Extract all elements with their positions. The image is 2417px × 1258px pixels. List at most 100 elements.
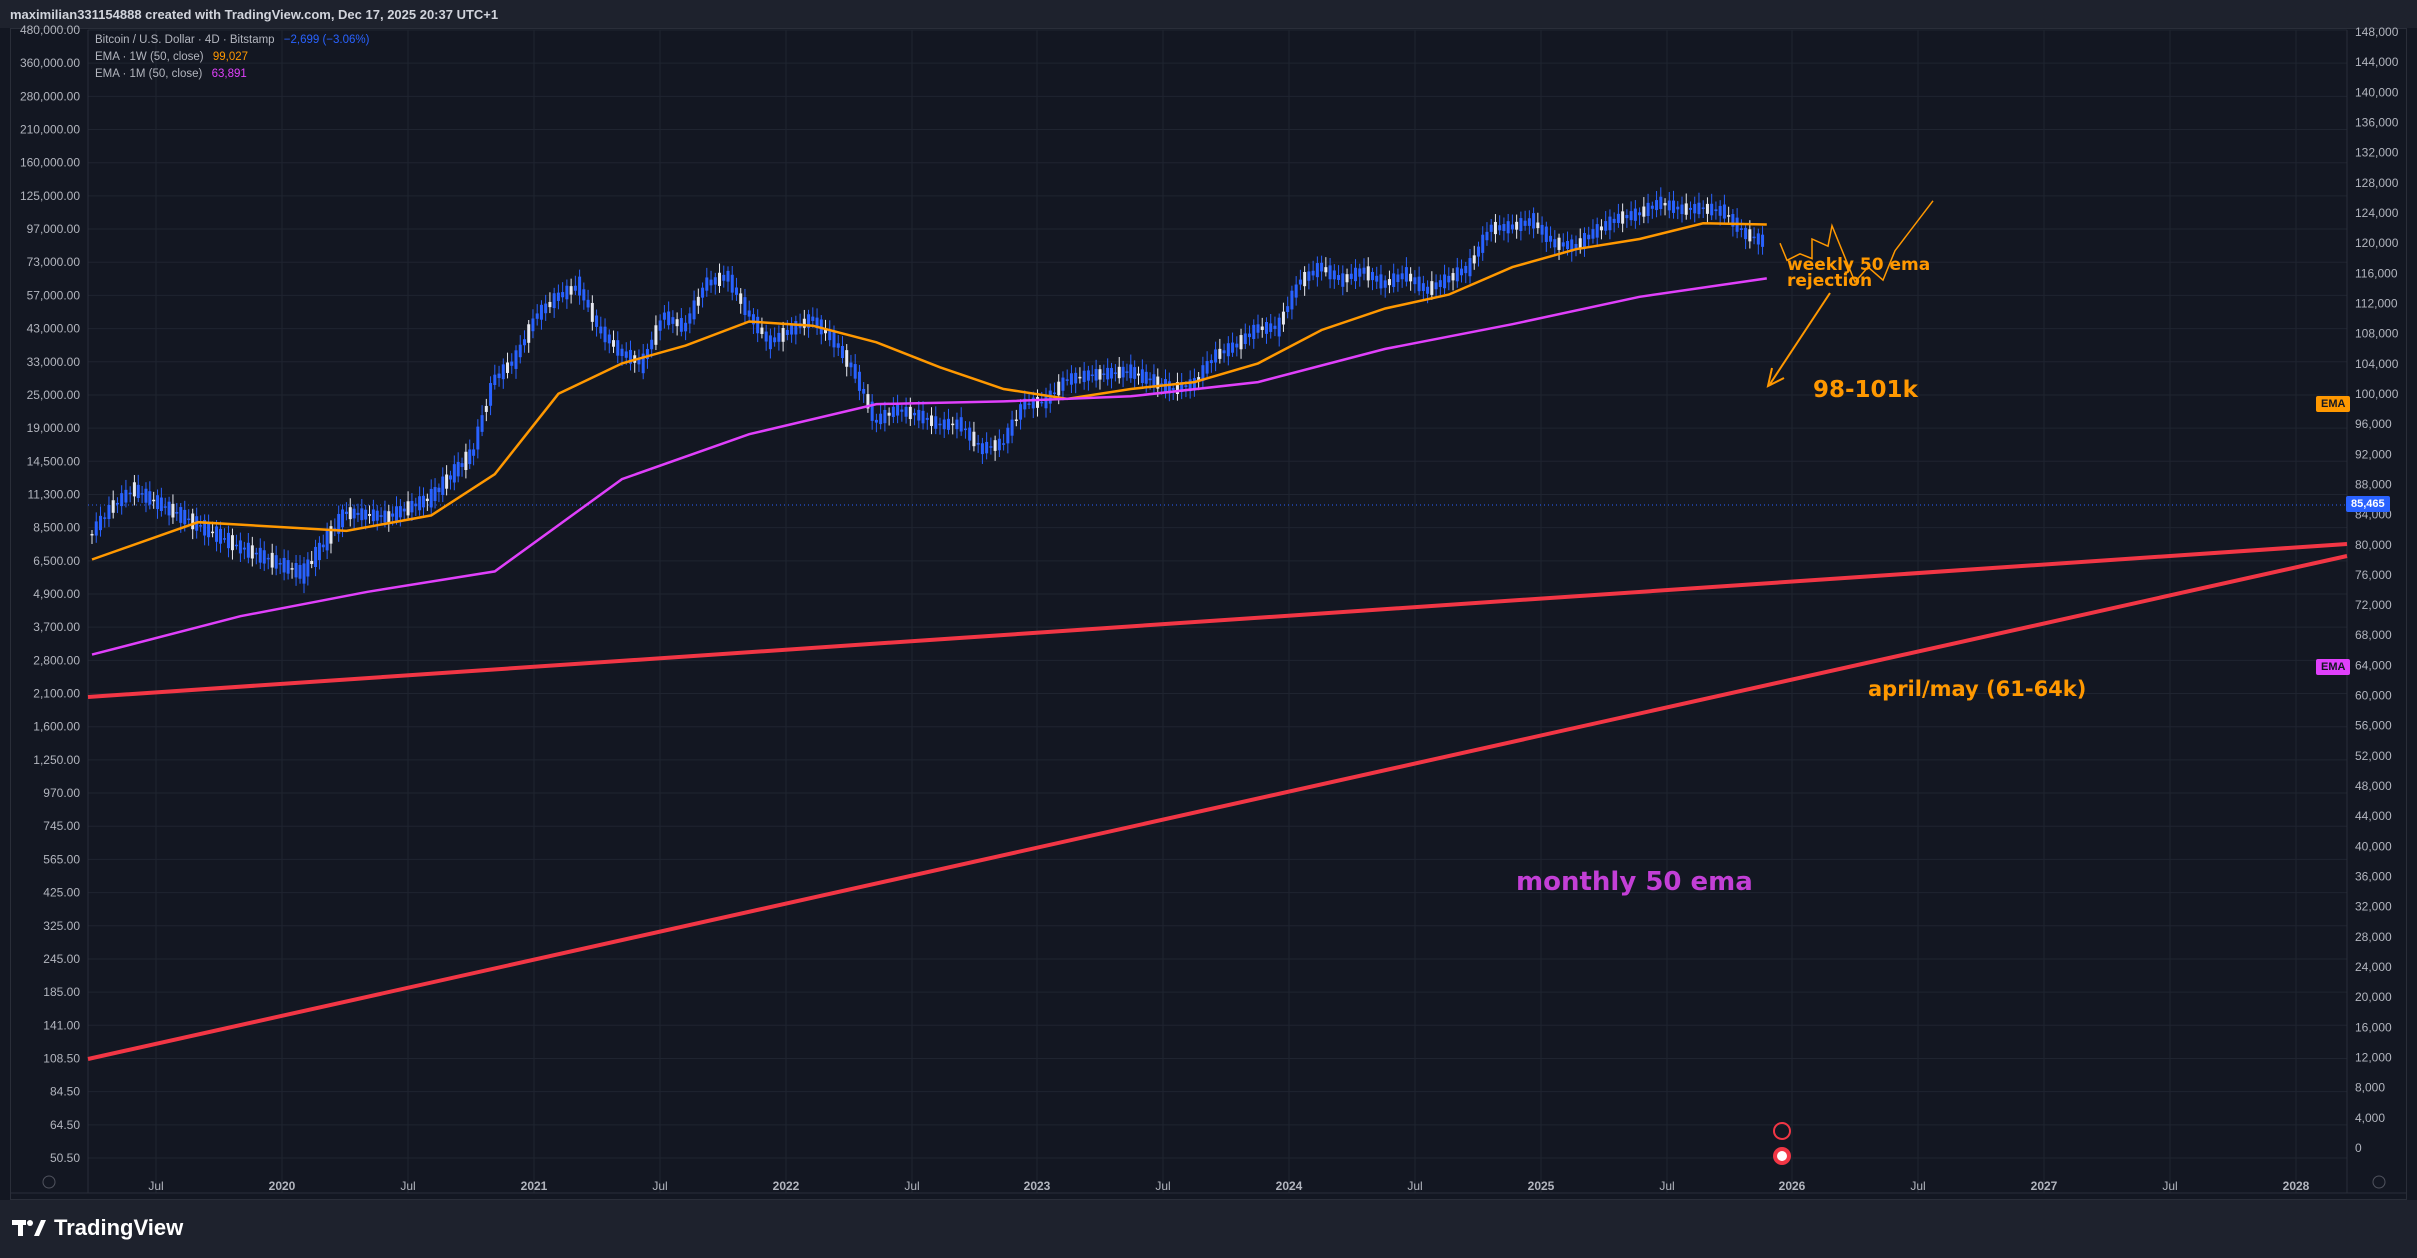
- price-candle-body: [460, 463, 464, 467]
- price-candle-body: [1205, 361, 1209, 374]
- price-candle-body: [1362, 267, 1366, 274]
- price-candle-body: [836, 343, 840, 348]
- left-axis-tick-label: 141.00: [43, 1018, 80, 1032]
- price-candle-body: [1354, 267, 1358, 282]
- right-axis-tick-label: 104,000: [2355, 357, 2399, 371]
- price-candle-body: [282, 557, 286, 573]
- price-candle-body: [828, 329, 832, 341]
- legend-ema-monthly-row[interactable]: EMA · 1M (50, close) 63,891: [95, 66, 369, 83]
- price-candle-body: [314, 546, 318, 568]
- price-candle-body: [476, 426, 480, 450]
- price-candle-body: [183, 509, 187, 525]
- series-layer: [90, 187, 1767, 656]
- price-candle-body: [1090, 374, 1094, 377]
- price-candle-body: [294, 562, 298, 578]
- price-candle-body: [963, 428, 967, 431]
- price-candle-body: [904, 406, 908, 417]
- left-axis-tick-label: 108.50: [43, 1051, 80, 1065]
- tradingview-brand[interactable]: TradingView: [12, 1215, 183, 1241]
- price-candle-body: [756, 316, 760, 334]
- price-candle-body: [900, 409, 904, 412]
- price-candle-body: [219, 528, 223, 544]
- price-candle-body: [726, 270, 730, 282]
- price-candle-body: [510, 361, 514, 366]
- price-candle-body: [972, 431, 976, 447]
- price-candle-body: [1739, 228, 1743, 230]
- price-candle-body: [1065, 379, 1069, 381]
- price-candle-body: [874, 419, 878, 423]
- price-candle-body: [464, 451, 468, 471]
- price-candle-body: [599, 326, 603, 334]
- price-candle-body: [506, 362, 510, 373]
- projection-path: [1779, 200, 1934, 284]
- left-axis-tick-label: 1,250.00: [33, 753, 80, 767]
- price-candle-body: [337, 513, 341, 534]
- price-candle-body: [1125, 371, 1129, 373]
- price-candle-body: [1510, 224, 1514, 230]
- annotation-layer: weekly 50 ema rejection 98-101k april/may (…: [87, 200, 2348, 1165]
- price-candle-body: [286, 560, 290, 574]
- price-candle-body: [1218, 348, 1222, 359]
- price-candle-body: [556, 292, 560, 301]
- price-candle-body: [317, 542, 321, 561]
- price-candle-body: [1638, 212, 1642, 216]
- right-axis-tick-label: 120,000: [2355, 236, 2399, 250]
- price-candle-body: [1277, 317, 1281, 337]
- price-candle-body: [891, 406, 895, 417]
- price-candle-body: [1667, 200, 1671, 211]
- price-candle-body: [406, 501, 410, 516]
- time-axis-tick-label: Jul: [1910, 1179, 1925, 1193]
- chart-frame: [10, 28, 2407, 1200]
- legend-symbol-row[interactable]: Bitcoin / U.S. Dollar · 4D · Bitstamp −2…: [95, 32, 369, 49]
- legend-ema-weekly-row[interactable]: EMA · 1W (50, close) 99,027: [95, 49, 369, 66]
- price-candle-body: [352, 508, 356, 519]
- price-candle-body: [107, 504, 111, 520]
- price-candle-body: [379, 515, 383, 517]
- price-candle-body: [1086, 370, 1090, 381]
- price-candle-body: [1106, 367, 1110, 380]
- left-price-axis: 480,000.00 360,000.00 280,000.00 210,000.00…: [20, 23, 80, 1165]
- right-axis-tick-label: 68,000: [2355, 628, 2392, 642]
- price-candle-body: [684, 322, 688, 332]
- price-candle-body: [1599, 226, 1603, 231]
- price-candle-body: [398, 506, 402, 518]
- chart-grid: [10, 29, 2407, 1194]
- bottom-bar: [0, 1200, 2417, 1258]
- price-candle-body: [120, 493, 124, 507]
- price-candle-body: [1718, 205, 1722, 216]
- right-axis-tick-label: 96,000: [2355, 417, 2392, 431]
- price-candle-body: [590, 302, 594, 322]
- price-candle-body: [1010, 419, 1014, 436]
- time-axis-tick-label: Jul: [1155, 1179, 1170, 1193]
- price-candle-body: [1290, 290, 1294, 310]
- price-candle-body: [203, 519, 207, 536]
- time-axis-tick-label: Jul: [1407, 1179, 1422, 1193]
- price-candle-body: [242, 547, 246, 550]
- time-axis-tick-label: Jul: [400, 1179, 415, 1193]
- price-candle-body: [840, 345, 844, 359]
- price-candle-body: [739, 293, 743, 304]
- price-candle-body: [582, 289, 586, 301]
- price-candle-body: [887, 412, 891, 416]
- price-candle-body: [1676, 206, 1680, 210]
- left-axis-tick-label: 125,000.00: [20, 189, 80, 203]
- price-candle-body: [595, 315, 599, 327]
- left-axis-tick-label: 6,500.00: [33, 554, 80, 568]
- price-candle-body: [1587, 234, 1591, 240]
- price-candle-body: [371, 509, 375, 522]
- price-candle-body: [274, 555, 278, 569]
- price-candle-body: [1345, 274, 1349, 283]
- ema-monthly-price-tag: EMA: [2316, 659, 2351, 675]
- price-candle-body: [1294, 284, 1298, 298]
- price-candle-body: [329, 526, 333, 544]
- price-candle-body: [159, 497, 163, 512]
- price-candle-body: [1447, 275, 1451, 283]
- right-axis-tick-label: 92,000: [2355, 447, 2392, 461]
- price-candle-body: [1481, 234, 1485, 253]
- price-candle-body: [857, 371, 861, 391]
- left-axis-tick-label: 1,600.00: [33, 720, 80, 734]
- time-axis-tick-label: 2024: [1276, 1179, 1303, 1193]
- price-candle-body: [1506, 221, 1510, 234]
- price-candle-body: [266, 557, 270, 560]
